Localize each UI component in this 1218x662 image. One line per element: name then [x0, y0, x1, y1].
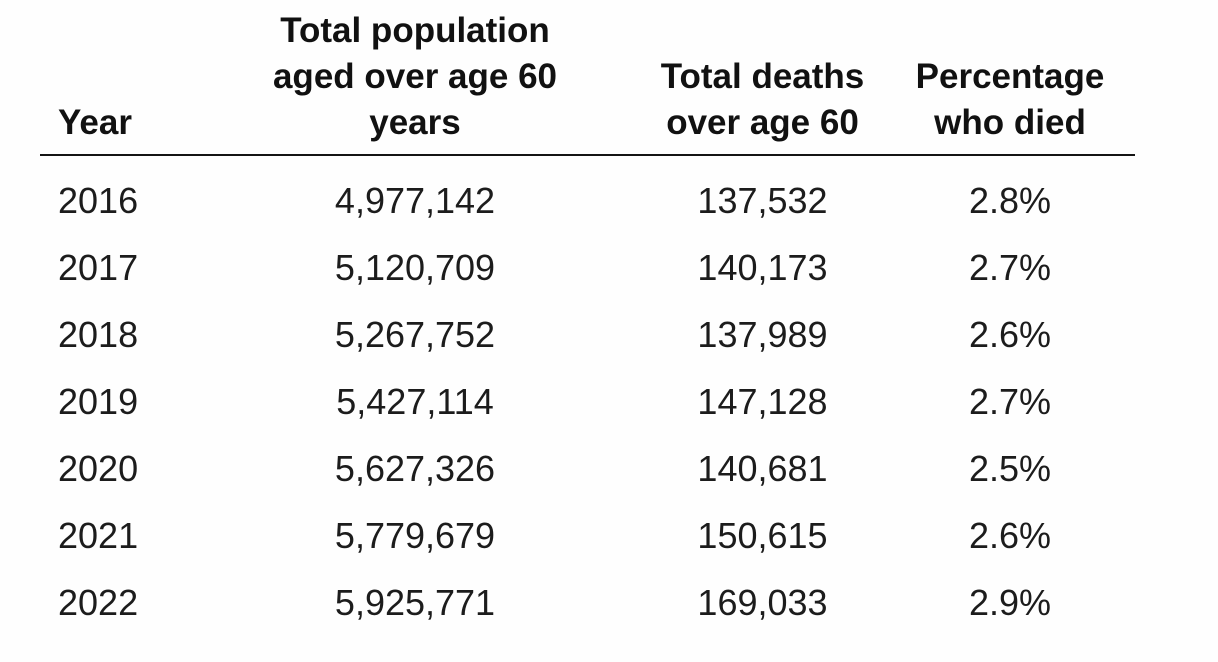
population-cell: 5,120,709: [334, 247, 496, 289]
percentage-cell: 2.7%: [968, 381, 1052, 423]
column-header-percentage-label: Percentage who died: [915, 57, 1105, 143]
deaths-cell: 137,532: [697, 180, 828, 222]
table-row: 2022 5,925,771 169,033 2.9%: [40, 570, 1135, 637]
year-cell: 2018: [58, 314, 139, 356]
deaths-cell: 147,128: [697, 381, 828, 423]
percentage-cell: 2.9%: [968, 582, 1052, 624]
table-row: 2018 5,267,752 137,989 2.6%: [40, 302, 1135, 369]
population-deaths-table: Year Total population aged over age 60 y…: [40, 8, 1135, 637]
percentage-cell: 2.6%: [968, 515, 1052, 557]
header-row: Year Total population aged over age 60 y…: [40, 8, 1135, 156]
population-deaths-table-container: Year Total population aged over age 60 y…: [40, 8, 1135, 637]
percentage-cell: 2.6%: [968, 314, 1052, 356]
column-header-year-label: Year: [58, 103, 132, 143]
deaths-cell: 169,033: [697, 582, 828, 624]
year-cell: 2022: [58, 582, 139, 624]
deaths-cell: 140,173: [697, 247, 828, 289]
table-row: 2020 5,627,326 140,681 2.5%: [40, 436, 1135, 503]
year-cell: 2021: [58, 515, 139, 557]
population-cell: 5,925,771: [334, 582, 496, 624]
percentage-cell: 2.5%: [968, 448, 1052, 490]
population-cell: 5,627,326: [334, 448, 496, 490]
year-cell: 2017: [58, 247, 139, 289]
year-cell: 2016: [58, 180, 139, 222]
table-body: 2016 4,977,142 137,532 2.8% 2017 5,120,709 140…: [40, 155, 1135, 637]
year-cell: 2019: [58, 381, 139, 423]
deaths-cell: 140,681: [697, 448, 828, 490]
column-header-percentage: Percentage who died: [885, 8, 1135, 156]
population-cell: 5,427,114: [336, 381, 494, 423]
deaths-cell: 150,615: [697, 515, 828, 557]
population-cell: 5,779,679: [334, 515, 496, 557]
column-header-population-label: Total population aged over age 60 years: [272, 11, 558, 143]
table-row: 2021 5,779,679 150,615 2.6%: [40, 503, 1135, 570]
table-row: 2017 5,120,709 140,173 2.7%: [40, 235, 1135, 302]
year-cell: 2020: [58, 448, 139, 490]
population-cell: 4,977,142: [334, 180, 496, 222]
column-header-year: Year: [40, 8, 190, 156]
table-row: 2019 5,427,114 147,128 2.7%: [40, 369, 1135, 436]
percentage-cell: 2.7%: [968, 247, 1052, 289]
deaths-cell: 137,989: [697, 314, 828, 356]
column-header-deaths: Total deaths over age 60: [640, 8, 885, 156]
column-header-deaths-label: Total deaths over age 60: [660, 57, 865, 143]
population-cell: 5,267,752: [334, 314, 496, 356]
column-header-population: Total population aged over age 60 years: [190, 8, 640, 156]
table-row: 2016 4,977,142 137,532 2.8%: [40, 155, 1135, 235]
percentage-cell: 2.8%: [968, 180, 1052, 222]
